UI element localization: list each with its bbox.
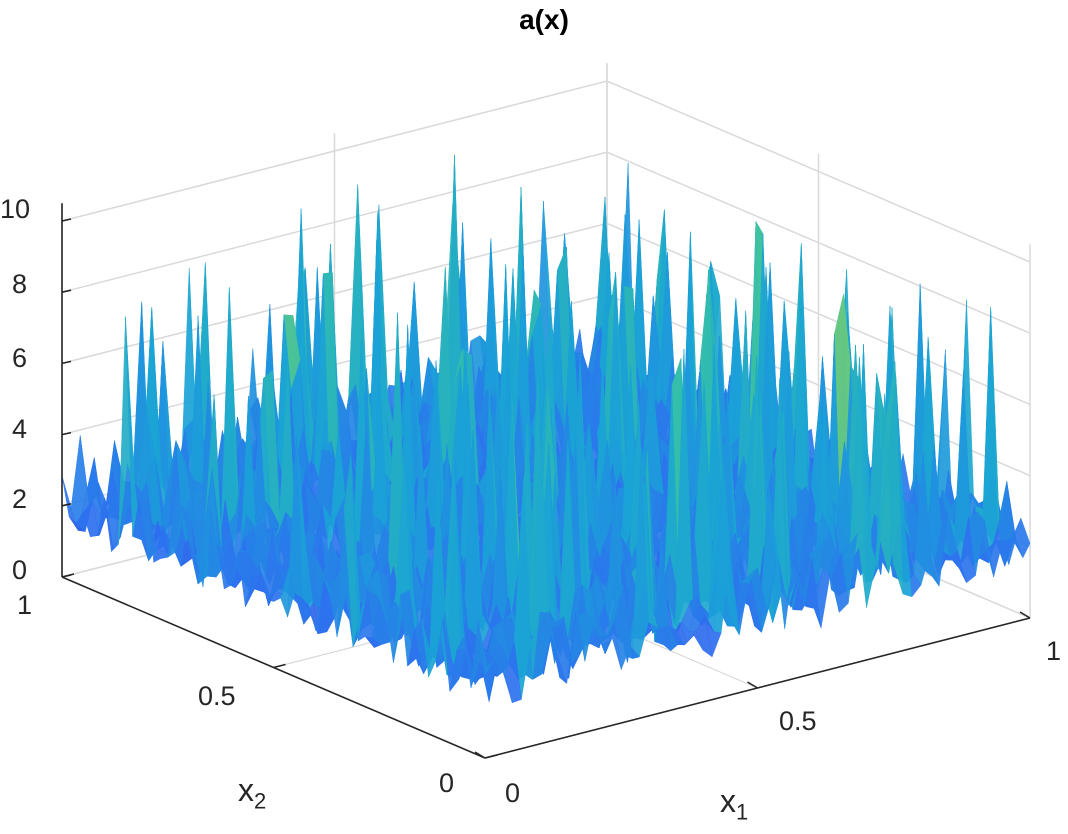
z-tick-mark-2 [61,431,72,436]
x2-axis-label: x2 [238,772,267,814]
chart-title: a(x) [519,4,569,35]
z-tick-10: 10 [0,194,31,224]
z-tick-mark-1 [61,503,72,507]
surface-mesh [61,155,1031,704]
z-tick-mark-3 [61,360,72,365]
x1-tick-mark-2 [1019,611,1031,619]
x2-tick-0.5: 0.5 [198,681,236,711]
x1-tick-mark-0 [474,751,486,759]
x2-tick-mark-0 [484,754,498,759]
x1-axis-label: x1 [720,783,749,825]
x2-tick-mark-2 [61,573,75,578]
surface-cell [477,620,495,676]
z-tick-6: 6 [12,343,28,373]
z-tick-0: 0 [12,555,28,585]
x2-tick-mark-1 [273,663,286,669]
x1-tick-1: 1 [1046,636,1062,666]
x1-tick-0.5: 0.5 [779,706,817,736]
z-tick-4: 4 [12,414,28,444]
z-tick-2: 2 [12,484,28,514]
axes [61,203,1031,759]
grid-z-line-5 [61,80,1031,263]
x1-tick-0: 0 [505,778,521,808]
x2-tick-0: 0 [439,768,455,798]
x2-tick-1: 1 [17,590,33,620]
z-tick-8: 8 [12,269,28,299]
z-tick-mark-5 [61,218,72,222]
z-tick-mark-4 [61,289,72,293]
x1-tick-mark-1 [747,681,758,689]
surface-cell [1013,517,1031,559]
